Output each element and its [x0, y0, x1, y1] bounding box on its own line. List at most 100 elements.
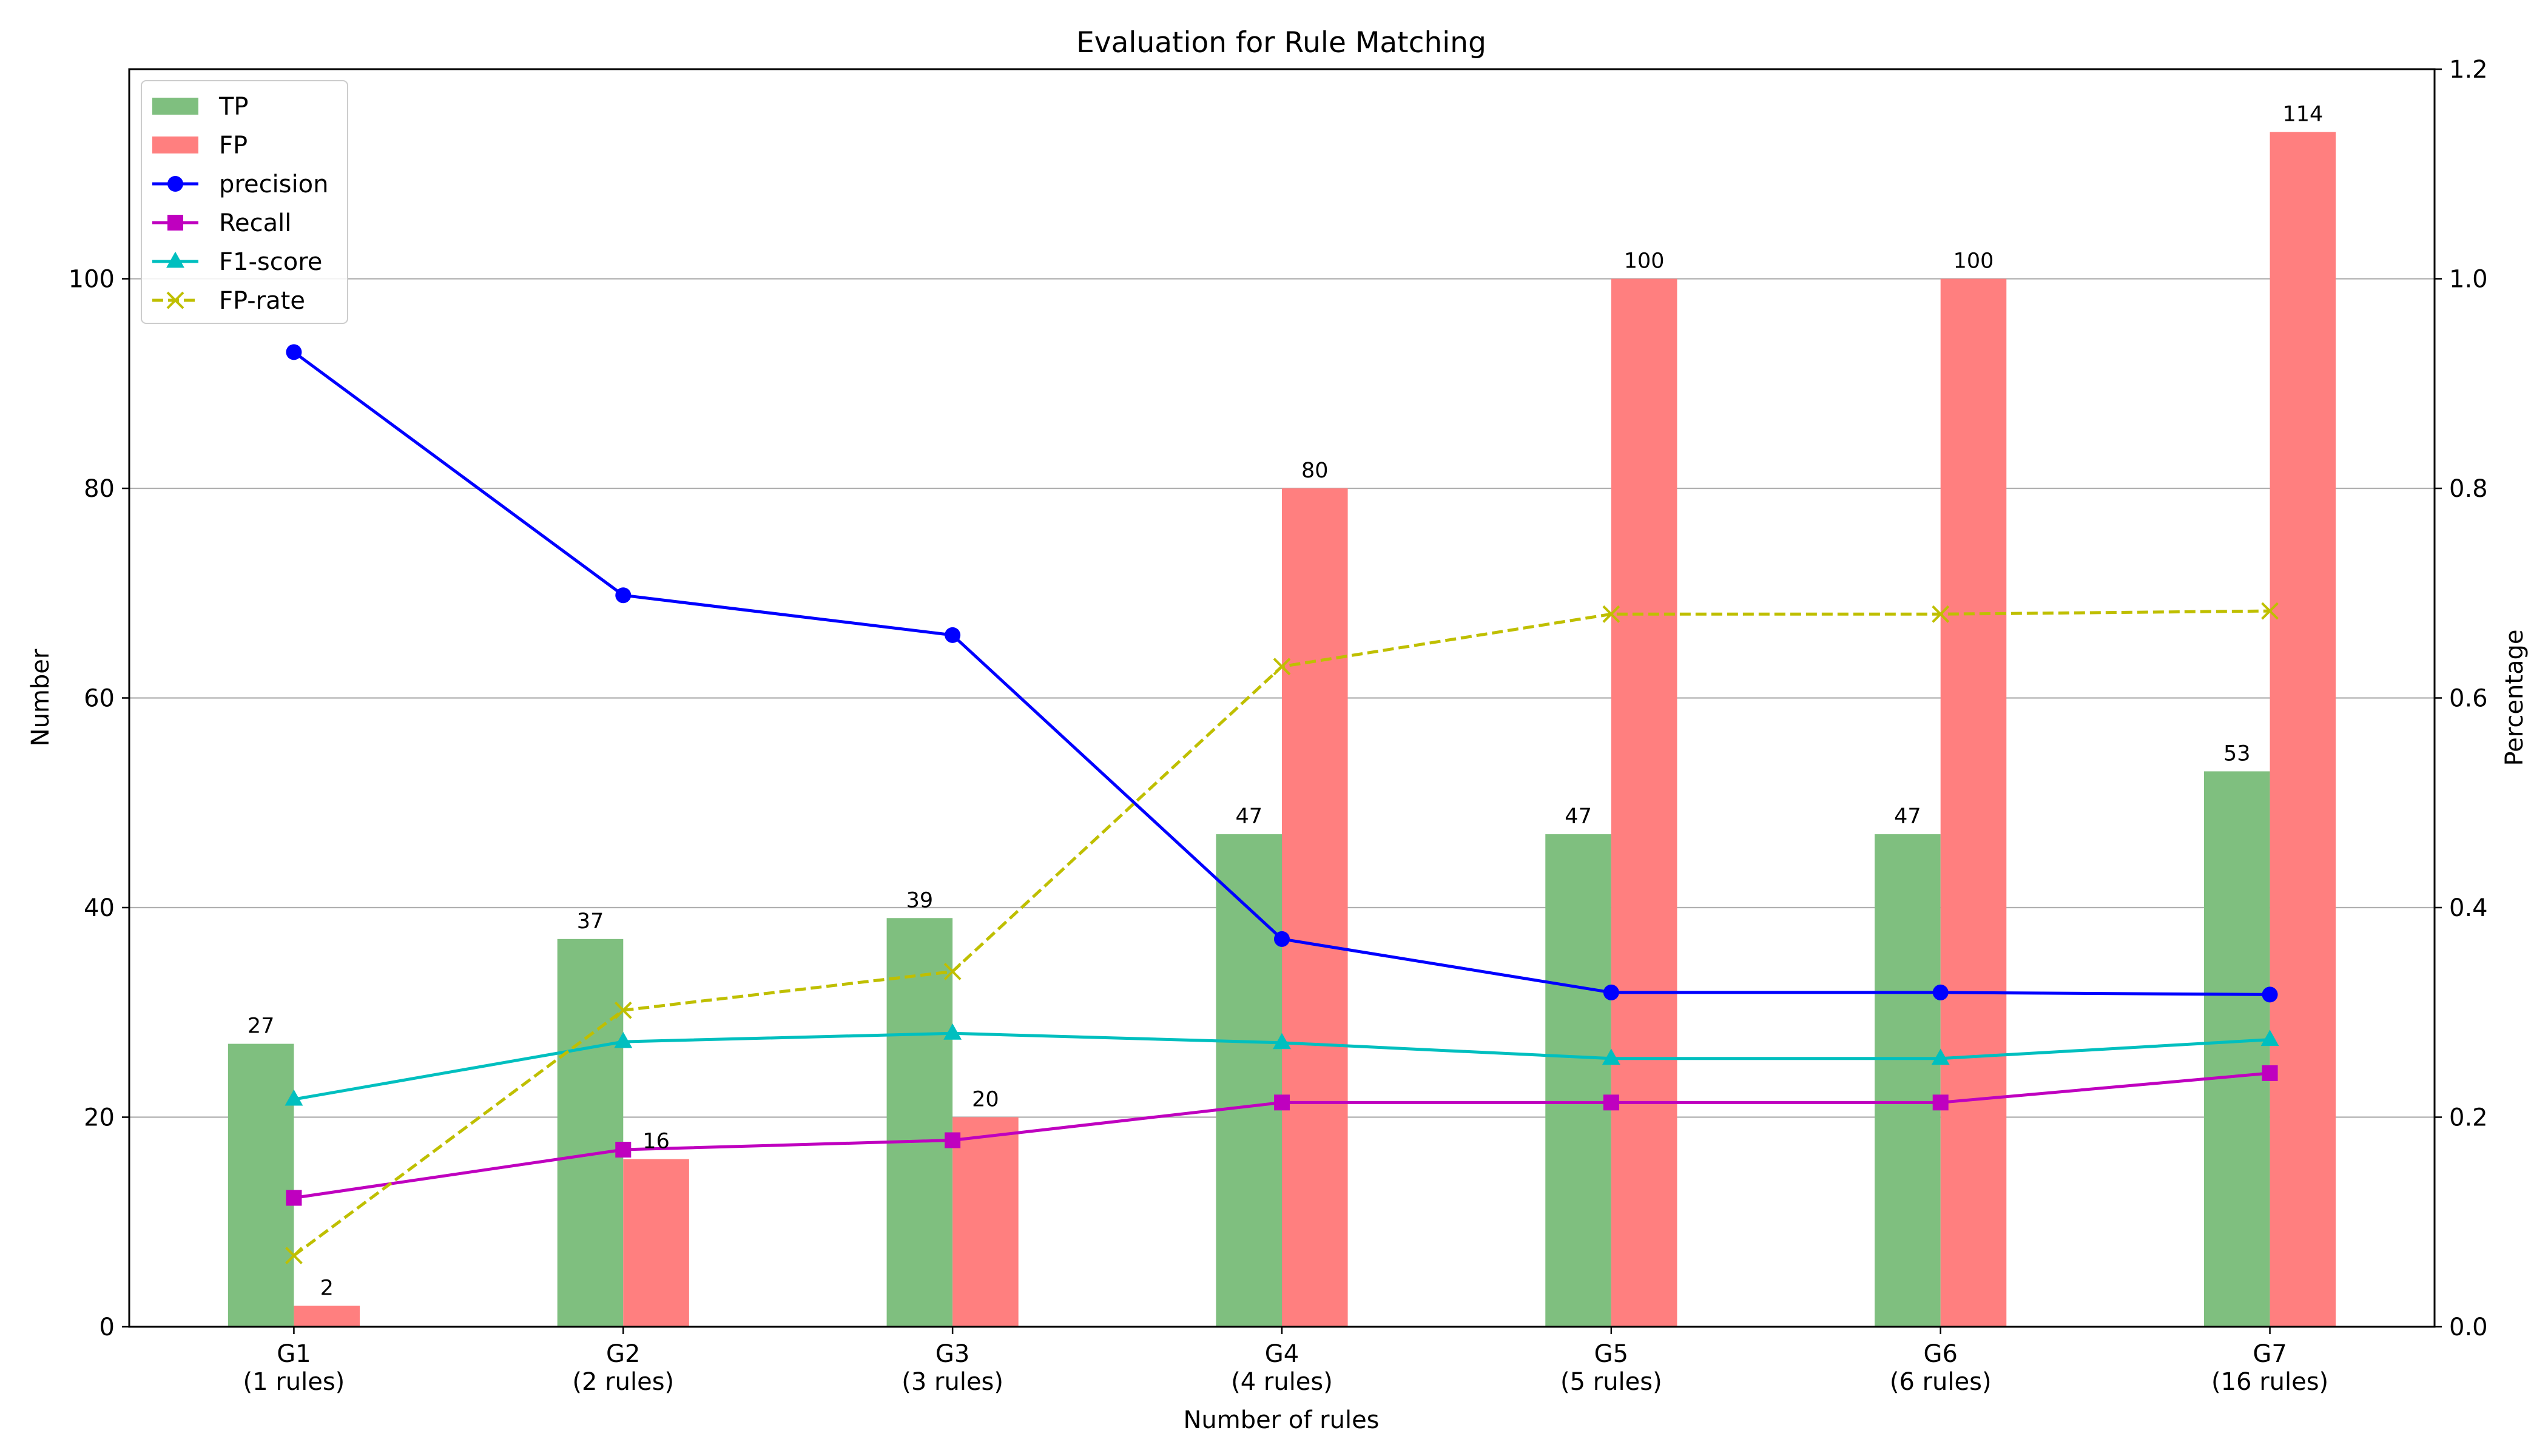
chart-title: Evaluation for Rule Matching — [1076, 26, 1486, 59]
bar-fp-7 — [2270, 132, 2336, 1327]
legend-marker-fp-rate — [166, 291, 184, 309]
marker-f1-score-4 — [1273, 1033, 1291, 1050]
y-axis-label-left: Number — [27, 649, 55, 746]
x-tick-label-3-1: G3 — [935, 1340, 969, 1368]
legend: TP FP precision Recall F1-score FP-rate — [141, 80, 348, 324]
marker-recall-7 — [2262, 1065, 2278, 1081]
bar-fp-6 — [1940, 278, 2007, 1327]
y-axis-label-right: Percentage — [2501, 629, 2529, 766]
bar-fp-1 — [294, 1306, 360, 1327]
x-tick-label-7-2: (16 rules) — [2211, 1368, 2328, 1396]
marker-recall-3 — [945, 1132, 961, 1148]
y-right-tick-label-0: 0.0 — [2449, 1313, 2488, 1341]
bar-tp-5 — [1545, 834, 1611, 1327]
legend-swatch-tp — [152, 98, 198, 115]
x-tick-label-5-1: G5 — [1594, 1340, 1628, 1368]
y-right-tick-label-6: 1.2 — [2449, 56, 2488, 84]
marker-fp-rate-3 — [943, 962, 962, 980]
bar-fp-5 — [1611, 278, 1677, 1327]
bar-label-tp-5: 47 — [1565, 804, 1592, 829]
marker-recall-5 — [1603, 1094, 1619, 1111]
markers — [285, 344, 2279, 1264]
x-tick-label-5-2: (5 rules) — [1560, 1368, 1662, 1396]
bar-label-fp-7: 114 — [2282, 103, 2323, 127]
x-axis-label: Number of rules — [1183, 1406, 1379, 1434]
bar-label-tp-2: 37 — [577, 909, 604, 934]
marker-recall-2 — [615, 1142, 632, 1158]
marker-precision-1 — [286, 344, 302, 360]
legend-marker-f1-score — [166, 251, 184, 268]
y-left-tick-label-5: 100 — [69, 266, 115, 294]
bar-label-fp-6: 100 — [1953, 249, 1994, 274]
bar-label-tp-7: 53 — [2223, 741, 2251, 766]
data-labels: 27 37 39 47 47 47 53 2 16 20 80 100 100 114 — [248, 103, 2323, 1301]
marker-fp-rate-5 — [1602, 605, 1620, 623]
bar-tp-7 — [2204, 771, 2270, 1327]
y-right-tick-label-2: 0.4 — [2449, 894, 2488, 922]
legend-label-fp-rate: FP-rate — [219, 287, 305, 315]
y-right-tick-label-4: 0.8 — [2449, 475, 2488, 503]
legend-label-fp: FP — [219, 132, 248, 160]
marker-precision-7 — [2262, 986, 2278, 1003]
legend-swatch-fp — [152, 136, 198, 153]
bar-label-fp-5: 100 — [1624, 249, 1665, 274]
bar-label-tp-4: 47 — [1235, 804, 1262, 829]
bar-tp-4 — [1216, 834, 1282, 1327]
x-tick-label-2-1: G2 — [606, 1340, 640, 1368]
marker-f1-score-3 — [943, 1023, 962, 1040]
marker-precision-5 — [1603, 984, 1619, 1000]
bar-fp-2 — [623, 1159, 689, 1327]
y-left-tick-label-2: 40 — [84, 894, 115, 922]
marker-precision-2 — [615, 587, 632, 604]
y-left-tick-label-0: 0 — [99, 1313, 115, 1341]
y-left-tick-label-3: 60 — [84, 685, 115, 713]
y-left-tick-label-4: 80 — [84, 475, 115, 503]
marker-fp-rate-7 — [2261, 602, 2279, 620]
bar-label-fp-4: 80 — [1301, 459, 1329, 483]
bar-fp-4 — [1282, 488, 1348, 1327]
legend-label-f1-score: F1-score — [219, 248, 322, 276]
bar-tp-6 — [1875, 834, 1941, 1327]
marker-f1-score-7 — [2260, 1030, 2279, 1046]
marker-recall-4 — [1274, 1094, 1290, 1111]
x-tick-label-2-2: (2 rules) — [572, 1368, 674, 1396]
bar-label-fp-3: 20 — [972, 1088, 999, 1112]
x-tick-label-6-2: (6 rules) — [1890, 1368, 1992, 1396]
x-tick-label-4-1: G4 — [1265, 1340, 1299, 1368]
bar-fp-3 — [952, 1117, 1019, 1327]
marker-fp-rate-4 — [1273, 658, 1291, 676]
legend-marker-precision — [167, 176, 183, 192]
marker-precision-4 — [1274, 931, 1290, 947]
x-tick-label-4-2: (4 rules) — [1231, 1368, 1333, 1396]
marker-fp-rate-1 — [285, 1247, 303, 1264]
bar-label-tp-6: 47 — [1894, 804, 1921, 829]
y-right-tick-label-1: 0.2 — [2449, 1104, 2488, 1132]
bar-label-tp-3: 39 — [906, 888, 934, 912]
marker-fp-rate-6 — [1932, 605, 1950, 623]
marker-recall-1 — [286, 1190, 302, 1206]
marker-f1-score-5 — [1602, 1048, 1620, 1065]
bar-label-tp-1: 27 — [248, 1014, 275, 1039]
marker-precision-3 — [945, 627, 961, 643]
y-left-tick-label-1: 20 — [84, 1104, 115, 1132]
axes: 0 20 40 60 80 100 0.0 0.2 0.4 0.6 0.8 1.0 1.2 G1(1 ru… — [69, 56, 2488, 1396]
bar-tp-2 — [557, 939, 624, 1327]
marker-fp-rate-2 — [614, 1001, 632, 1019]
marker-f1-score-2 — [614, 1031, 633, 1048]
bar-tp-1 — [228, 1043, 294, 1327]
x-tick-label-3-2: (3 rules) — [902, 1368, 1003, 1396]
marker-f1-score-1 — [285, 1089, 303, 1106]
legend-label-tp: TP — [218, 93, 249, 121]
y-right-tick-label-3: 0.6 — [2449, 685, 2488, 713]
marker-precision-6 — [1932, 984, 1949, 1000]
bar-label-fp-2: 16 — [642, 1130, 670, 1154]
legend-marker-recall — [167, 215, 183, 231]
marker-recall-6 — [1932, 1094, 1949, 1111]
marker-f1-score-6 — [1931, 1048, 1950, 1065]
x-tick-label-1-1: G1 — [277, 1340, 311, 1368]
bars — [228, 132, 2336, 1327]
bar-tp-3 — [886, 918, 953, 1327]
x-tick-label-7-1: G7 — [2253, 1340, 2287, 1368]
x-tick-label-6-1: G6 — [1923, 1340, 1957, 1368]
